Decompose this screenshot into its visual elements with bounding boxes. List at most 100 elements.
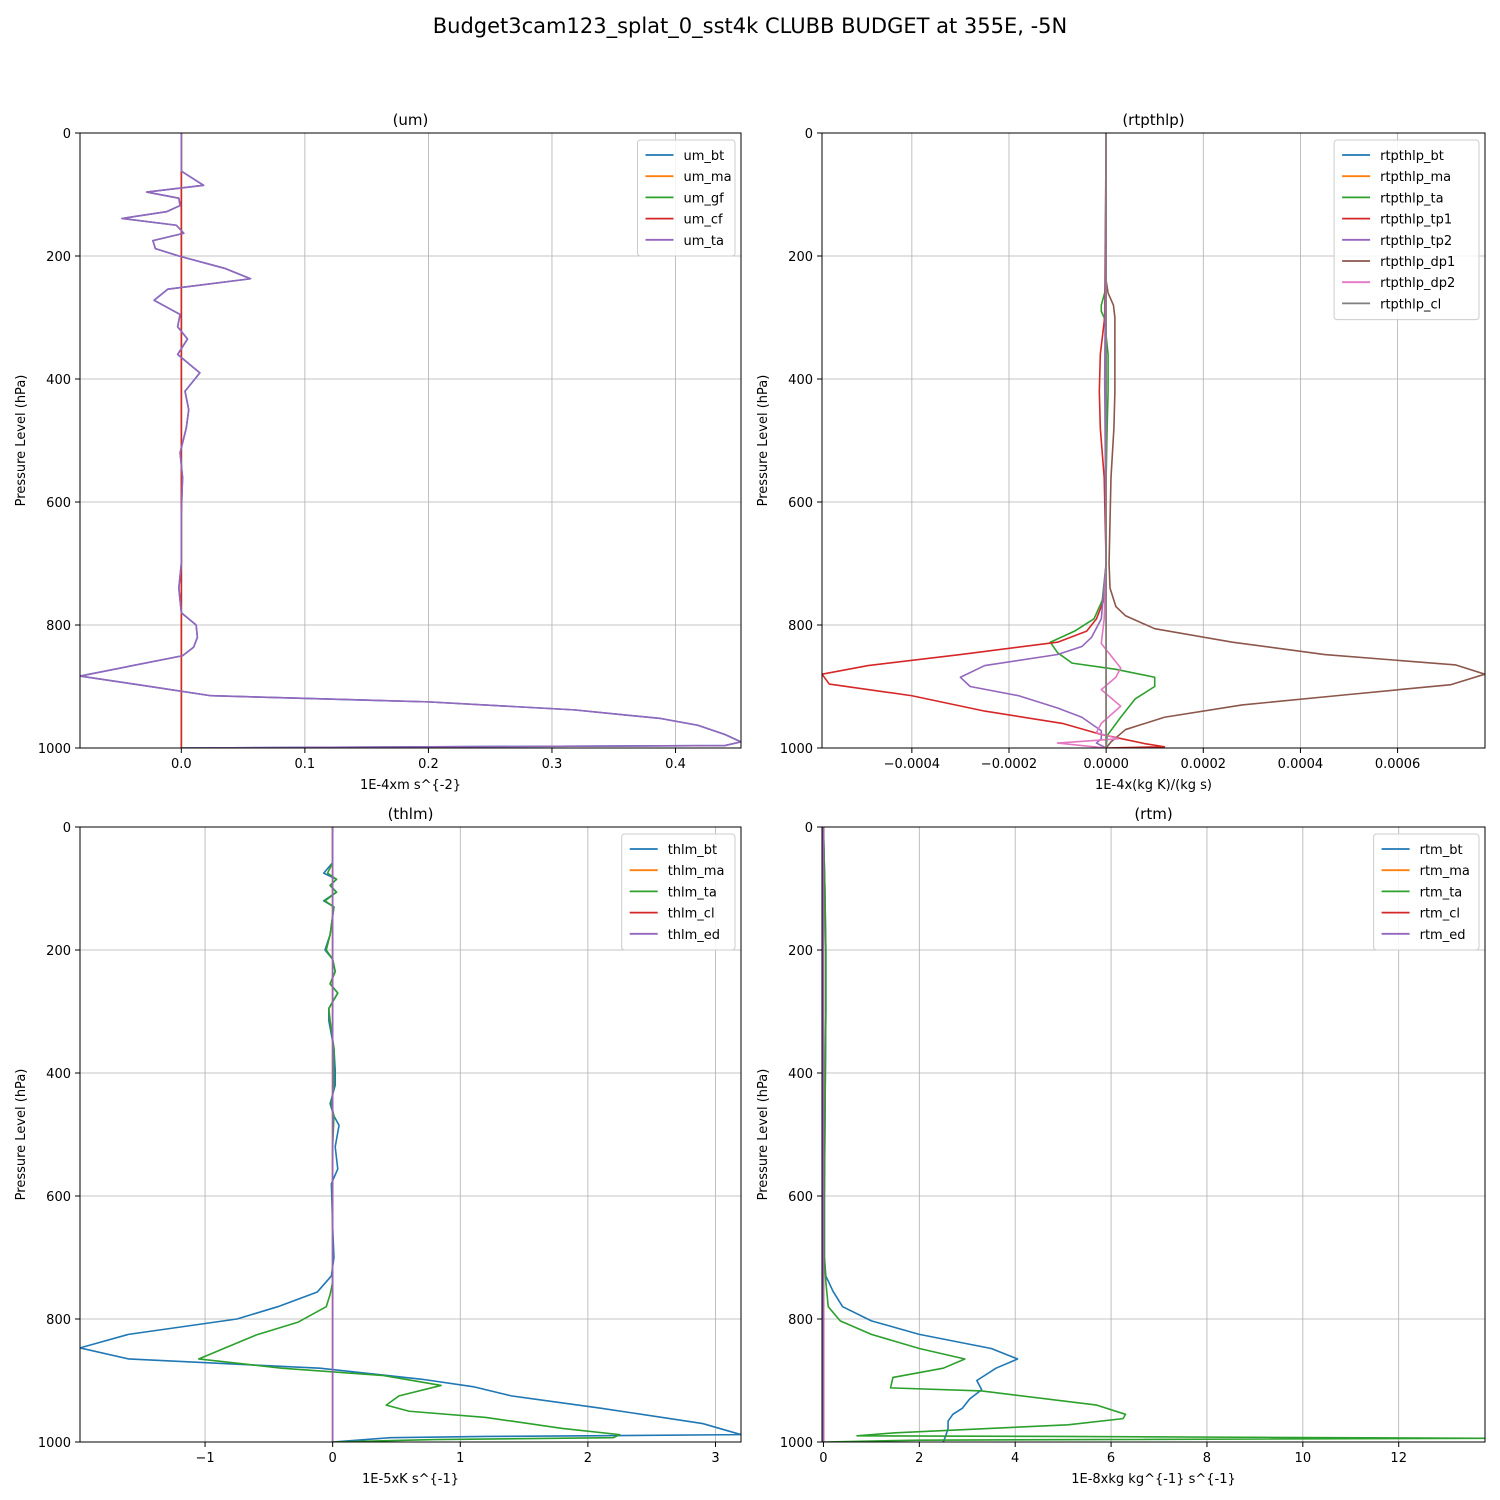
panel-title: (rtpthlp) xyxy=(1122,111,1184,129)
plot-frame xyxy=(821,826,1486,1443)
chart-panel-1: 0.0 0.1 0.2 0.3 0.4 0 200 400 600 800 1000 (um) 1E-4… xyxy=(14,111,742,793)
legend-entry: rtpthlp_dp2 xyxy=(1380,276,1455,291)
legend-entry: thlm_bt xyxy=(668,843,717,858)
legend-entry: rtpthlp_cl xyxy=(1380,297,1441,312)
y-tick-label: 1000 xyxy=(38,742,71,757)
legend-box xyxy=(637,139,736,257)
y-tick-label: 200 xyxy=(788,250,813,265)
legend-entry: um_ta xyxy=(684,234,724,249)
legend-entry: um_cf xyxy=(684,213,724,228)
legend-entry: rtpthlp_ta xyxy=(1380,191,1443,206)
plot-frame xyxy=(79,826,742,1443)
figure-title: Budget3cam123_splat_0_sst4k CLUBB BUDGET… xyxy=(432,14,1068,38)
legend-entry: um_ma xyxy=(684,170,732,185)
plot-frame xyxy=(821,132,1486,749)
legend-entry: thlm_ma xyxy=(668,864,725,879)
x-tick-label: 6 xyxy=(1107,1451,1115,1466)
legend-entry: rtpthlp_bt xyxy=(1380,149,1444,164)
y-tick-label: 600 xyxy=(788,496,813,511)
panel-title: (rtm) xyxy=(1134,805,1172,823)
y-tick-label: 0 xyxy=(63,821,71,836)
plot-frame xyxy=(79,132,742,749)
y-tick-label: 200 xyxy=(46,250,71,265)
y-tick-label: 400 xyxy=(46,1067,71,1082)
y-tick-label: 600 xyxy=(46,1190,71,1205)
x-tick-label: 0.4 xyxy=(665,757,686,772)
x-tick-label: −0.0002 xyxy=(981,757,1037,772)
legend-entry: rtm_ma xyxy=(1420,864,1470,879)
x-tick-label: 0 xyxy=(819,1451,827,1466)
x-axis-label: 1E-8xkg kg^{-1} s^{-1} xyxy=(1071,1472,1236,1487)
y-tick-label: 200 xyxy=(788,944,813,959)
series-line-rtpthlp_ta xyxy=(1049,133,1156,748)
x-tick-label: 0.0006 xyxy=(1375,757,1421,772)
x-tick-label: 0.0000 xyxy=(1083,757,1129,772)
panel-title: (um) xyxy=(393,111,429,129)
y-tick-label: 400 xyxy=(788,1067,813,1082)
x-tick-label: 0.2 xyxy=(418,757,439,772)
y-tick-label: 0 xyxy=(63,127,71,142)
x-tick-label: 0.1 xyxy=(295,757,316,772)
legend-entry: rtpthlp_ma xyxy=(1380,170,1451,185)
y-tick-label: 800 xyxy=(46,619,71,634)
y-tick-label: 800 xyxy=(788,619,813,634)
legend-entry: rtm_ta xyxy=(1420,885,1463,900)
legend-entry: rtm_ed xyxy=(1420,928,1466,943)
y-tick-label: 0 xyxy=(805,821,813,836)
legend-entry: thlm_ed xyxy=(668,928,720,943)
y-tick-label: 800 xyxy=(788,1313,813,1328)
x-tick-label: 3 xyxy=(711,1451,719,1466)
y-tick-label: 1000 xyxy=(38,1436,71,1451)
x-tick-label: −0.0004 xyxy=(884,757,940,772)
legend-entry: thlm_ta xyxy=(668,885,717,900)
y-tick-label: 1000 xyxy=(780,1436,813,1451)
x-tick-label: −1 xyxy=(195,1451,214,1466)
legend-box xyxy=(1373,833,1480,951)
legend-box xyxy=(621,833,736,951)
x-tick-label: 8 xyxy=(1203,1451,1211,1466)
x-tick-label: 0.0002 xyxy=(1181,757,1227,772)
y-axis-label: Pressure Level (hPa) xyxy=(14,1069,29,1201)
x-tick-label: 10 xyxy=(1295,1451,1312,1466)
x-tick-label: 0.0004 xyxy=(1278,757,1324,772)
series-line-rtpthlp_tp2 xyxy=(959,133,1107,748)
legend-entry: thlm_cl xyxy=(668,907,715,922)
x-tick-label: 12 xyxy=(1390,1451,1407,1466)
legend-entry: um_bt xyxy=(684,149,725,164)
y-tick-label: 400 xyxy=(788,373,813,388)
y-tick-label: 1000 xyxy=(780,742,813,757)
x-tick-label: 1 xyxy=(456,1451,464,1466)
series-line-um_ta xyxy=(80,133,741,748)
legend-entry: rtm_bt xyxy=(1420,843,1463,858)
chart-panel-3: −1 0 1 2 3 0 200 400 600 800 1000 (thlm) 1E-5xK s^{-… xyxy=(14,805,742,1487)
panel-title: (thlm) xyxy=(388,805,434,823)
y-tick-label: 600 xyxy=(788,1190,813,1205)
legend: rtm_bt rtm_ma rtm_ta rtm_cl rtm_ed xyxy=(1373,833,1480,951)
legend: thlm_bt thlm_ma thlm_ta thlm_cl thlm_ed xyxy=(621,833,736,951)
y-tick-label: 200 xyxy=(46,944,71,959)
y-axis-label: Pressure Level (hPa) xyxy=(756,1069,771,1201)
x-tick-label: 2 xyxy=(915,1451,923,1466)
series-line-rtpthlp_dp1 xyxy=(1105,133,1485,748)
series-line-rtm_ta xyxy=(822,827,1485,1442)
x-axis-label: 1E-4xm s^{-2} xyxy=(360,778,461,793)
series-line-thlm_ta xyxy=(197,827,621,1442)
x-axis-label: 1E-4x(kg K)/(kg s) xyxy=(1095,778,1212,793)
legend-entry: rtm_cl xyxy=(1420,907,1460,922)
legend-entry: rtpthlp_tp2 xyxy=(1380,234,1452,249)
y-tick-label: 600 xyxy=(46,496,71,511)
x-tick-label: 4 xyxy=(1011,1451,1019,1466)
x-axis-label: 1E-5xK s^{-1} xyxy=(362,1472,459,1487)
series-line-rtpthlp_dp2 xyxy=(1056,133,1122,748)
x-tick-label: 0.3 xyxy=(542,757,563,772)
legend-entry: rtpthlp_dp1 xyxy=(1380,255,1455,270)
y-axis-label: Pressure Level (hPa) xyxy=(14,375,29,507)
y-axis-label: Pressure Level (hPa) xyxy=(756,375,771,507)
x-tick-label: 2 xyxy=(584,1451,592,1466)
legend-entry: um_gf xyxy=(684,191,725,206)
series-line-rtm_bt xyxy=(822,827,1019,1442)
y-tick-label: 400 xyxy=(46,373,71,388)
legend-box xyxy=(1333,139,1480,321)
y-tick-label: 800 xyxy=(46,1313,71,1328)
